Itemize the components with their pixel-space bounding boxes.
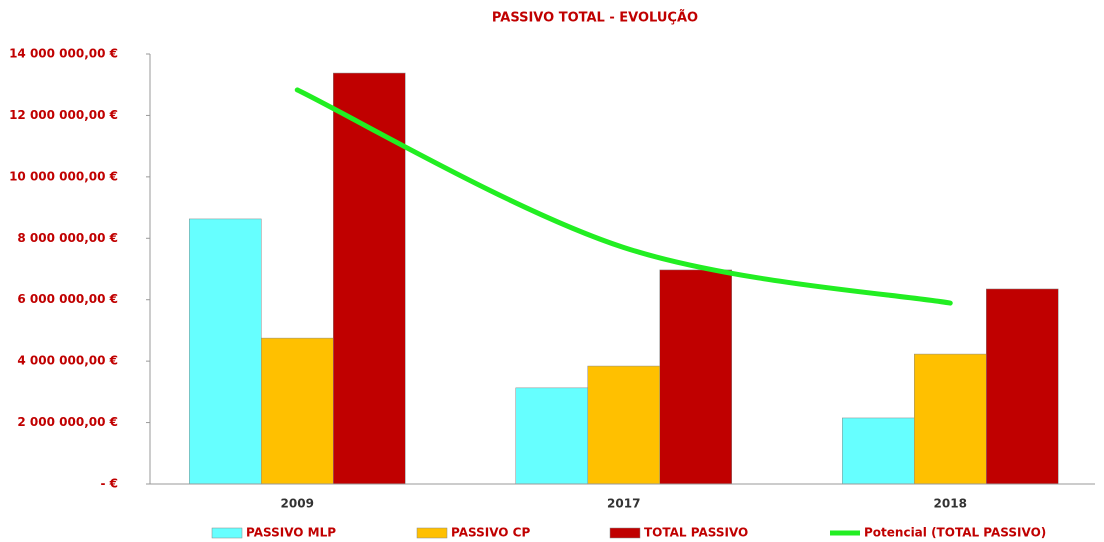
bar (587, 365, 660, 485)
y-tick-label: 2 000 000,00 € (17, 415, 118, 429)
legend-label: PASSIVO CP (451, 526, 530, 540)
x-tick-label: 2018 (934, 497, 967, 511)
legend-label: TOTAL PASSIVO (644, 526, 748, 540)
y-tick-label: 14 000 000,00 € (9, 47, 118, 61)
bar (842, 417, 915, 485)
y-tick-label: 6 000 000,00 € (17, 292, 118, 306)
x-tick-label: 2009 (281, 497, 314, 511)
x-tick-label: 2017 (607, 497, 640, 511)
y-tick-label: 12 000 000,00 € (9, 108, 118, 122)
bar (515, 387, 588, 485)
y-tick-label: 10 000 000,00 € (9, 169, 118, 183)
chart-title: PASSIVO TOTAL - EVOLUÇÃO (492, 10, 698, 26)
trendline (294, 87, 953, 306)
legend-label: Potencial (TOTAL PASSIVO) (864, 526, 1046, 540)
legend-swatch (609, 527, 641, 539)
y-tick-label: - € (100, 477, 118, 491)
bar (659, 269, 732, 485)
y-tick-label: 4 000 000,00 € (17, 354, 118, 368)
y-tick-label: 8 000 000,00 € (17, 231, 118, 245)
legend-label: PASSIVO MLP (246, 526, 336, 540)
legend-swatch (416, 527, 448, 539)
bar (986, 288, 1059, 485)
legend-swatch (211, 527, 243, 539)
bar (189, 218, 262, 485)
bar (333, 72, 406, 485)
bar (914, 353, 987, 485)
bar (261, 337, 334, 485)
